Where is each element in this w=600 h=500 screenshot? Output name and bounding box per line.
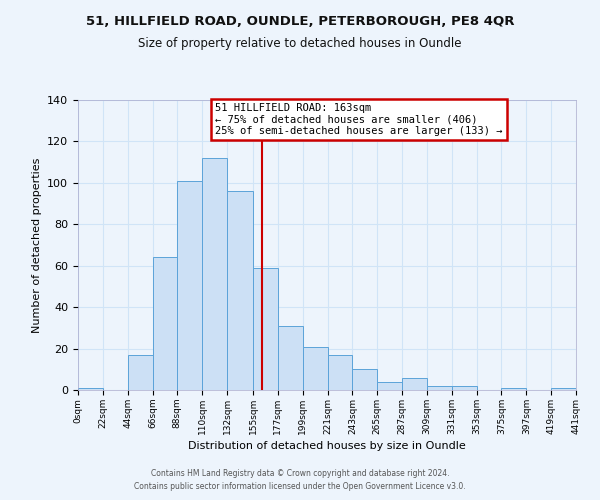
- Text: Contains public sector information licensed under the Open Government Licence v3: Contains public sector information licen…: [134, 482, 466, 491]
- Bar: [78, 388, 103, 390]
- Bar: [452, 386, 476, 390]
- Bar: [352, 370, 377, 390]
- Bar: [427, 386, 452, 390]
- Bar: [202, 158, 227, 390]
- Bar: [328, 355, 352, 390]
- Bar: [253, 268, 278, 390]
- Bar: [227, 191, 253, 390]
- Text: 51 HILLFIELD ROAD: 163sqm
← 75% of detached houses are smaller (406)
25% of semi: 51 HILLFIELD ROAD: 163sqm ← 75% of detac…: [215, 103, 502, 136]
- Text: Size of property relative to detached houses in Oundle: Size of property relative to detached ho…: [138, 38, 462, 51]
- Y-axis label: Number of detached properties: Number of detached properties: [32, 158, 41, 332]
- Bar: [377, 382, 402, 390]
- Bar: [128, 355, 152, 390]
- Bar: [178, 181, 202, 390]
- Bar: [278, 326, 303, 390]
- Bar: [502, 388, 526, 390]
- X-axis label: Distribution of detached houses by size in Oundle: Distribution of detached houses by size …: [188, 441, 466, 451]
- Text: 51, HILLFIELD ROAD, OUNDLE, PETERBOROUGH, PE8 4QR: 51, HILLFIELD ROAD, OUNDLE, PETERBOROUGH…: [86, 15, 514, 28]
- Bar: [402, 378, 427, 390]
- Bar: [303, 346, 328, 390]
- Bar: [152, 258, 178, 390]
- Bar: [551, 388, 576, 390]
- Text: Contains HM Land Registry data © Crown copyright and database right 2024.: Contains HM Land Registry data © Crown c…: [151, 468, 449, 477]
